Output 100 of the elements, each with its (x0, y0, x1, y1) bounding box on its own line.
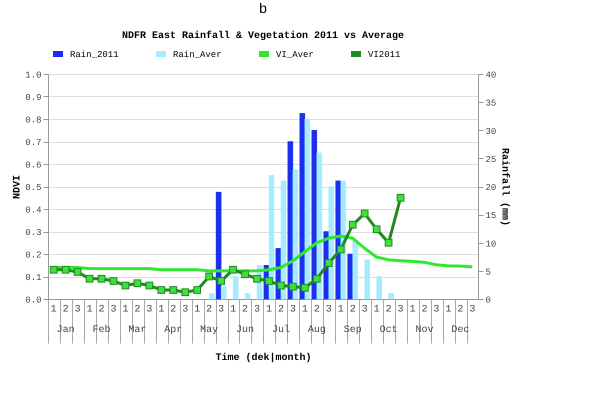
y2-tick-label: 5 (486, 267, 491, 278)
x-tick-label: 1 (158, 304, 164, 316)
point (193, 286, 202, 294)
y-tick-label: 0.7 (25, 138, 42, 148)
legend-label: VI_Aver (276, 50, 314, 60)
y-tick-label: 0.1 (25, 273, 42, 283)
y2-tick-label: 15 (486, 211, 496, 222)
point (146, 282, 154, 290)
bar (376, 276, 382, 300)
x-tick-label: 3 (290, 304, 296, 316)
x-tick-label: 3 (254, 304, 260, 316)
point (205, 272, 214, 280)
x-tick-label: 1 (374, 304, 380, 316)
x-tick-label: 2 (421, 304, 428, 316)
x-tick-label: 1 (50, 304, 57, 316)
x-tick-label: 2 (206, 304, 212, 316)
x-tick-label: 1 (445, 304, 452, 316)
x-tick-label: 3 (469, 304, 476, 316)
y-tick-label: 0.6 (25, 160, 42, 170)
x-tick-label: 2 (62, 304, 69, 316)
point (289, 282, 297, 290)
point (181, 288, 190, 296)
legend-label: Rain_Aver (173, 50, 222, 60)
y-axis-title: NDVI (12, 174, 24, 200)
y-tick-label: 0.4 (25, 206, 42, 216)
legend-label: Rain_2011 (70, 50, 119, 60)
point (50, 266, 58, 274)
text: Aug (308, 325, 326, 336)
x-tick-label: 2 (98, 304, 105, 316)
text: Nov (415, 325, 434, 336)
text: May (200, 325, 218, 336)
bar (244, 293, 250, 300)
point (62, 266, 70, 274)
y2-tick-label: 0 (486, 296, 491, 306)
bar (364, 259, 370, 300)
bar (347, 254, 353, 300)
legend-label: VI2011 (368, 50, 400, 60)
point (360, 210, 369, 218)
x-tick-label: 1 (86, 304, 93, 316)
point (157, 286, 166, 294)
text: Jun (236, 325, 254, 336)
x-tick-label: 2 (386, 304, 392, 316)
y2-tick-label: 30 (486, 126, 496, 137)
bar (232, 276, 238, 300)
x-tick-label: 2 (457, 304, 464, 316)
x-axis-title: Time (dek|month) (215, 352, 312, 364)
y-tick-label: 1.0 (25, 70, 42, 80)
y2-tick-label: 40 (486, 70, 496, 80)
bar (388, 293, 394, 300)
bar (316, 152, 322, 300)
y2-tick-label: 25 (486, 154, 496, 165)
point (241, 270, 249, 278)
text: Sep (344, 325, 362, 336)
y-tick-label: 0.9 (25, 93, 42, 103)
x-tick-label: 1 (122, 304, 128, 316)
x-tick-label: 3 (110, 304, 116, 316)
point (336, 246, 345, 254)
y-tick-label: 0.5 (25, 183, 42, 193)
x-tick-label: 1 (266, 304, 272, 316)
bar (220, 286, 226, 300)
point (253, 274, 261, 283)
point (301, 284, 309, 292)
text: Feb (92, 324, 111, 336)
x-tick-label: 2 (314, 304, 320, 316)
x-tick-label: 2 (134, 304, 140, 316)
point (324, 259, 333, 267)
text: Jul (272, 324, 290, 336)
x-tick-label: 2 (278, 304, 284, 316)
text: Dec (451, 325, 470, 336)
x-tick-label: 1 (302, 304, 308, 316)
text: b (259, 0, 268, 16)
point (229, 266, 237, 274)
x-tick-label: 2 (170, 304, 176, 316)
point (312, 274, 321, 283)
point (348, 220, 357, 229)
text: Jan (56, 325, 75, 336)
y2-tick-label: 10 (486, 239, 496, 250)
point (134, 279, 142, 288)
y-tick-label: 0.8 (25, 116, 42, 126)
point (265, 277, 273, 285)
point (98, 274, 106, 283)
x-tick-label: 3 (326, 304, 332, 316)
x-tick-label: 3 (182, 304, 188, 316)
y-tick-label: 0.0 (25, 296, 42, 306)
point (86, 274, 94, 283)
x-tick-label: 3 (433, 304, 440, 316)
x-tick-label: 3 (74, 304, 81, 316)
x-tick-label: 1 (230, 304, 236, 316)
x-tick-label: 1 (194, 304, 200, 316)
x-tick-label: 3 (398, 304, 404, 316)
x-tick-label: 1 (338, 304, 344, 316)
x-tick-label: 3 (362, 304, 368, 316)
point (217, 277, 225, 285)
y2-axis-title: Rainfall (mm) (498, 148, 510, 226)
point (396, 194, 404, 202)
bar (216, 192, 222, 300)
chart-title: NDFR East Rainfall & Vegetation 2011 vs Average (122, 30, 404, 42)
point (122, 282, 130, 290)
x-tick-label: 3 (218, 304, 224, 316)
text: Oct (380, 325, 398, 336)
